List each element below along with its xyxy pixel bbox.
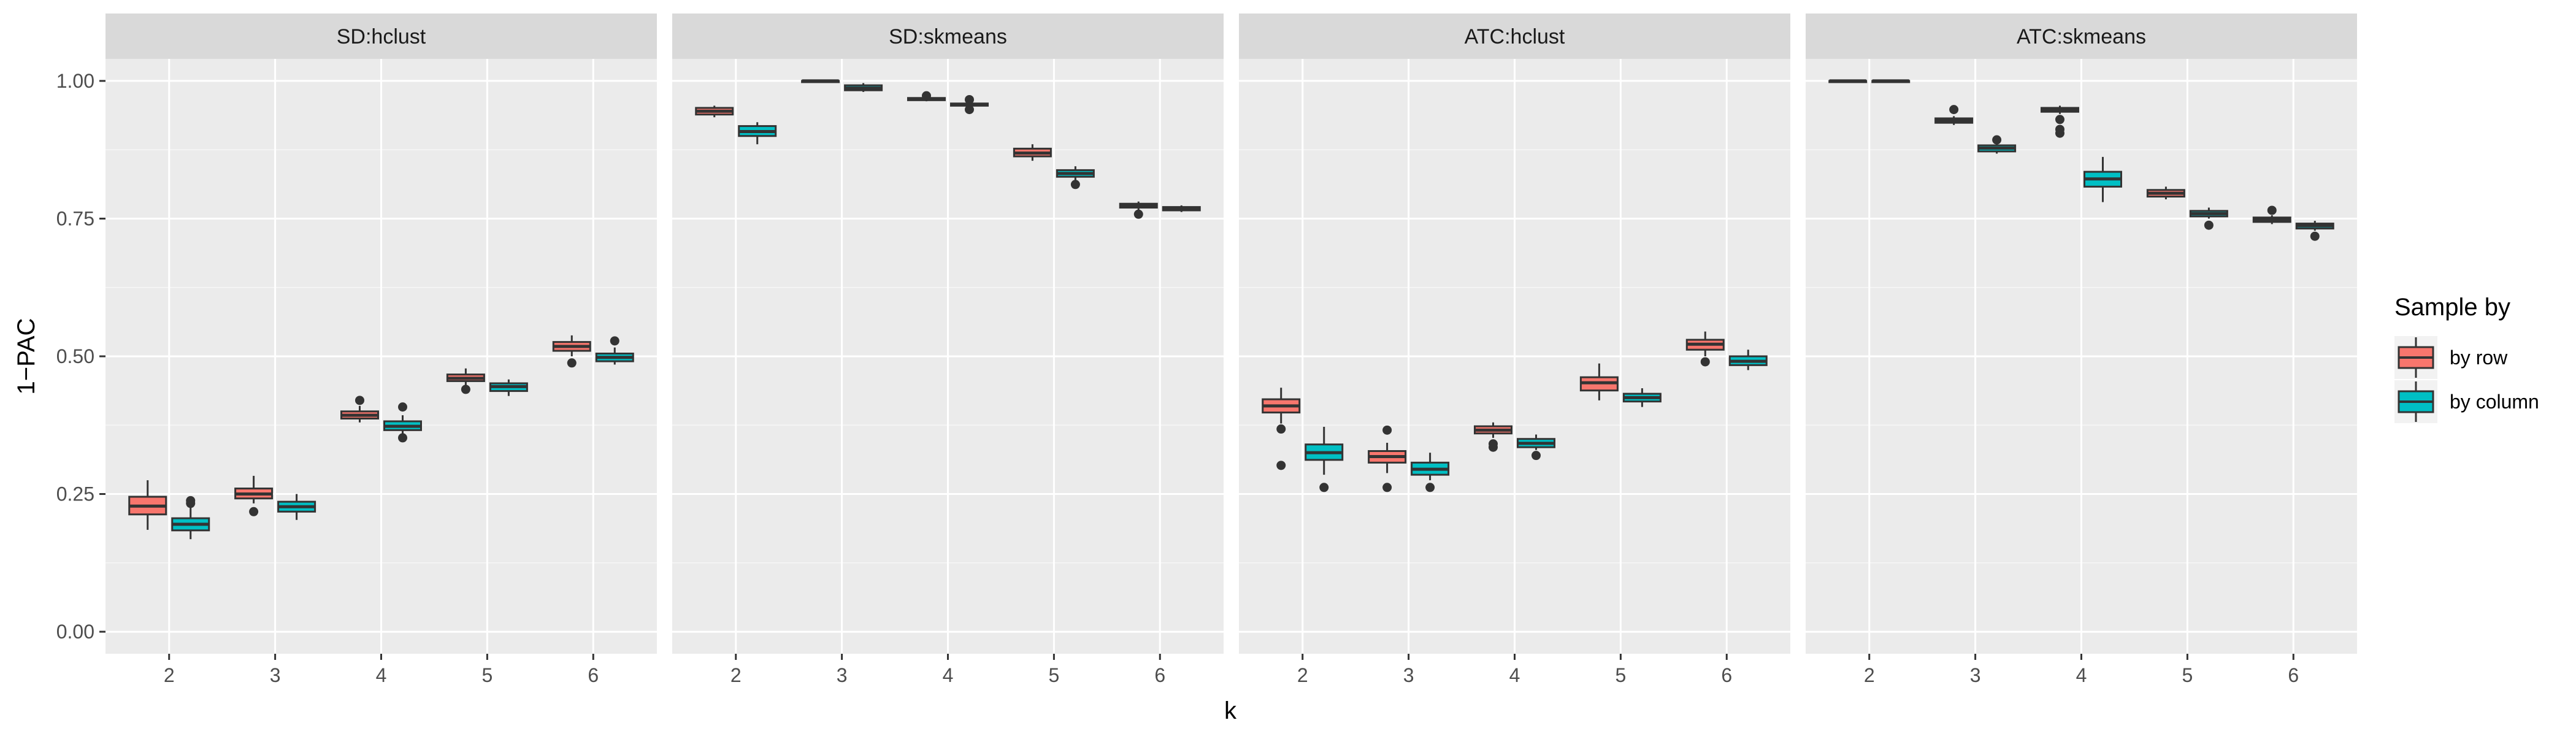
- outlier-point: [186, 496, 196, 505]
- outlier-point: [1382, 425, 1392, 435]
- outlier-point: [2310, 231, 2320, 241]
- outlier-point: [922, 91, 931, 101]
- legend-label: by row: [2450, 347, 2508, 369]
- y-axis-title: 1−PAC: [13, 318, 40, 395]
- legend-title: Sample by: [2394, 294, 2510, 321]
- outlier-point: [965, 105, 974, 115]
- outlier-point: [1425, 483, 1435, 492]
- outlier-point: [398, 402, 407, 412]
- facet-title: ATC:hclust: [1465, 25, 1565, 48]
- x-tick-label: 4: [376, 664, 387, 686]
- x-tick-label: 2: [164, 664, 175, 686]
- facet-strip: [105, 13, 657, 59]
- outlier-point: [2055, 124, 2064, 134]
- x-tick-label: 4: [943, 664, 954, 686]
- x-tick-label: 2: [730, 664, 742, 686]
- y-tick-label: 0.25: [56, 483, 94, 505]
- outlier-point: [1992, 135, 2002, 145]
- x-tick-label: 5: [1048, 664, 1059, 686]
- outlier-point: [1700, 357, 1710, 367]
- outlier-point: [1382, 483, 1392, 492]
- x-tick-label: 6: [1154, 664, 1165, 686]
- outlier-point: [1070, 180, 1080, 190]
- outlier-point: [567, 358, 577, 368]
- y-tick-label: 0.50: [56, 345, 94, 367]
- x-tick-label: 4: [1509, 664, 1520, 686]
- facet-strip: [672, 13, 1224, 59]
- outlier-point: [2055, 115, 2064, 124]
- outlier-point: [355, 396, 364, 405]
- facet-strip: [1806, 13, 2357, 59]
- x-axis-title: k: [1224, 697, 1237, 724]
- x-tick-label: 3: [837, 664, 848, 686]
- facet-strip: [1239, 13, 1790, 59]
- outlier-point: [1489, 439, 1498, 449]
- y-tick-label: 0.00: [56, 621, 94, 643]
- y-tick-label: 0.75: [56, 207, 94, 229]
- outlier-point: [1949, 105, 1959, 115]
- outlier-point: [1276, 461, 1286, 470]
- x-tick-label: 6: [588, 664, 599, 686]
- x-tick-label: 3: [1970, 664, 1981, 686]
- outlier-point: [1133, 209, 1143, 219]
- outlier-point: [965, 94, 974, 104]
- outlier-point: [2204, 220, 2214, 230]
- x-tick-label: 5: [2182, 664, 2193, 686]
- y-tick-label: 1.00: [56, 70, 94, 92]
- x-tick-label: 5: [1615, 664, 1626, 686]
- facet-title: SD:skmeans: [889, 25, 1007, 48]
- outlier-point: [1276, 424, 1286, 434]
- x-tick-label: 6: [1721, 664, 1732, 686]
- x-tick-label: 2: [1297, 664, 1308, 686]
- x-tick-label: 3: [1403, 664, 1414, 686]
- facet-title: ATC:skmeans: [2017, 25, 2146, 48]
- outlier-point: [2267, 205, 2277, 215]
- outlier-point: [1531, 451, 1541, 461]
- outlier-point: [610, 336, 619, 346]
- x-tick-label: 6: [2288, 664, 2299, 686]
- x-tick-label: 5: [481, 664, 493, 686]
- x-tick-label: 2: [1864, 664, 1875, 686]
- outlier-point: [249, 507, 259, 516]
- outlier-point: [1319, 483, 1329, 492]
- x-tick-label: 4: [2076, 664, 2087, 686]
- legend-label: by column: [2450, 391, 2539, 413]
- outlier-point: [461, 385, 470, 394]
- x-tick-label: 3: [270, 664, 281, 686]
- facet-title: SD:hclust: [337, 25, 426, 48]
- outlier-point: [398, 433, 407, 443]
